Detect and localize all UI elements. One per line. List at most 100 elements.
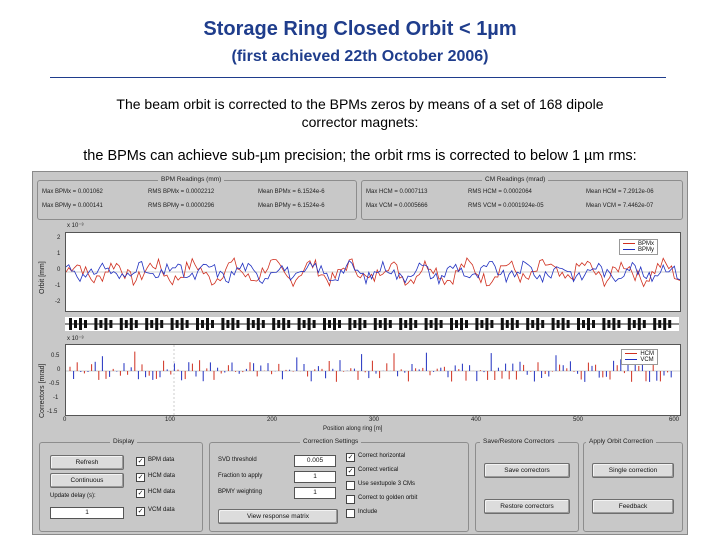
cm-max-v: Max VCM = 0.0005666 [366, 203, 428, 209]
orbit-ytick: 1 [57, 251, 61, 257]
xtick: 0 [63, 417, 67, 423]
corrector-plot-svg [66, 345, 680, 415]
bpm-readings-title: BPM Readings (mm) [158, 176, 225, 183]
apply-orbit-correction-title: Apply Orbit Correction [586, 438, 656, 445]
lattice-magnet [261, 320, 265, 328]
lattice-magnet [211, 320, 214, 328]
lattice-magnet [465, 320, 468, 328]
save-restore-group: Save/Restore Correctors Save correctors … [475, 438, 579, 532]
restore-correctors-button[interactable]: Restore correctors [484, 499, 570, 514]
lattice-magnet [358, 318, 362, 330]
legend-bpmx: BPMx [637, 241, 654, 247]
correct-horizontal-checkbox[interactable]: ✓ [346, 453, 355, 462]
lattice-magnet [450, 318, 453, 330]
lattice-magnet [312, 320, 316, 328]
lattice-magnet [124, 320, 128, 328]
lattice-magnet [104, 318, 108, 330]
correct-horizontal-label: Correct horizontal [358, 453, 406, 459]
lattice-magnet [277, 320, 281, 328]
orbit-ytick: -2 [55, 299, 61, 305]
corr-ytick: -0.5 [49, 381, 60, 387]
lattice-magnet [287, 320, 291, 328]
view-response-matrix-button[interactable]: View response matrix [218, 509, 338, 524]
lattice-magnet [612, 318, 616, 330]
hcm-data-checkbox[interactable]: ✓ [136, 473, 145, 482]
correct-vertical-label: Correct vertical [358, 467, 399, 473]
lattice-magnet [536, 318, 540, 330]
lattice-magnet [150, 320, 154, 328]
lattice-magnet [282, 318, 286, 330]
lattice-magnet [515, 320, 519, 328]
golden-orbit-checkbox[interactable] [346, 495, 355, 504]
lattice-magnet [338, 320, 341, 328]
lattice-magnet [175, 320, 179, 328]
xtick: 100 [165, 417, 176, 423]
lattice-magnet [388, 320, 392, 328]
cm-readings-title: CM Readings (mrad) [482, 176, 549, 183]
lattice-magnet [373, 318, 377, 330]
corrector-plot-exponent: x 10⁻³ [67, 336, 84, 342]
bpm-data-checkbox[interactable]: ✓ [136, 457, 145, 466]
lattice-magnet [129, 318, 133, 330]
bpmy-weighting-input[interactable]: 1 [294, 487, 336, 499]
lattice-magnet [663, 318, 667, 330]
lattice-magnet [658, 320, 662, 328]
lattice-magnet [485, 318, 489, 330]
refresh-button[interactable]: Refresh [50, 455, 124, 470]
lattice-magnet [434, 318, 438, 330]
cm-rms-v: RMS VCM = 0.0001924e-05 [468, 203, 544, 209]
lattice-magnet [404, 320, 408, 328]
lattice-magnet [297, 318, 301, 330]
lattice-svg [65, 318, 679, 330]
corr-ytick: 0.5 [51, 353, 60, 359]
cm-max-h: Max HCM = 0.0007113 [366, 189, 428, 195]
lattice-magnet [480, 320, 484, 328]
lattice-magnet [323, 318, 326, 330]
correction-settings-group: Correction Settings SVD threshold 0.005 … [209, 438, 469, 532]
cm-mean-h: Mean HCM = 7.2912e-06 [586, 189, 654, 195]
cm-rms-h: RMS HCM = 0.0002064 [468, 189, 532, 195]
lattice-magnet [500, 318, 504, 330]
lattice-magnet [510, 318, 514, 330]
lattice-magnet [363, 320, 367, 328]
lattice-magnet [74, 320, 77, 328]
sextupole-cms-checkbox[interactable] [346, 481, 355, 490]
correct-vertical-checkbox[interactable]: ✓ [346, 467, 355, 476]
svd-threshold-label: SVD threshold [218, 457, 257, 463]
continuous-button[interactable]: Continuous [50, 473, 124, 488]
hcm-data-checkbox-2[interactable]: ✓ [136, 489, 145, 498]
lattice-magnet [378, 320, 382, 328]
lattice-magnet [439, 320, 443, 328]
single-correction-button[interactable]: Single correction [592, 463, 674, 478]
slide-title: Storage Ring Closed Orbit < 1µm [203, 18, 517, 40]
svd-threshold-input[interactable]: 0.005 [294, 455, 336, 467]
lattice-magnet [632, 320, 636, 328]
corrector-plot: HCM VCM [65, 344, 681, 416]
include-checkbox[interactable] [346, 509, 355, 518]
xtick: 200 [267, 417, 278, 423]
title-divider [50, 77, 666, 78]
update-delay-label: Update delay (s): [50, 493, 96, 499]
body-line-2: corrector magnets: [301, 114, 419, 130]
save-correctors-button[interactable]: Save correctors [484, 463, 570, 478]
update-delay-input[interactable]: 1 [50, 507, 124, 519]
orbit-correction-gui: BPM Readings (mm) Max BPMx = 0.001062 RM… [32, 171, 688, 535]
lattice-magnet [587, 318, 590, 330]
bpm-readings-group: BPM Readings (mm) Max BPMx = 0.001062 RM… [37, 176, 357, 220]
fraction-input[interactable]: 1 [294, 471, 336, 483]
bpm-max-y: Max BPMy = 0.000141 [42, 203, 103, 209]
sextupole-cms-label: Use sextupole 3 CMs [358, 481, 416, 487]
legend-bpmy: BPMy [637, 247, 654, 253]
lattice-magnet [551, 318, 555, 330]
lattice-magnet [272, 318, 276, 330]
bpm-data-label: BPM data [148, 457, 175, 463]
lattice-magnet [637, 318, 641, 330]
feedback-button[interactable]: Feedback [592, 499, 674, 514]
lattice-magnet [231, 318, 235, 330]
orbit-plot-ylabel: Orbit [mm] [39, 261, 46, 294]
vcm-data-checkbox[interactable]: ✓ [136, 507, 145, 516]
lattice-magnet [455, 320, 458, 328]
body-line-3: the BPMs can achieve sub-µm precision; t… [83, 148, 637, 164]
lattice-magnet [409, 318, 413, 330]
hcm-data-label: HCM data [148, 473, 176, 479]
